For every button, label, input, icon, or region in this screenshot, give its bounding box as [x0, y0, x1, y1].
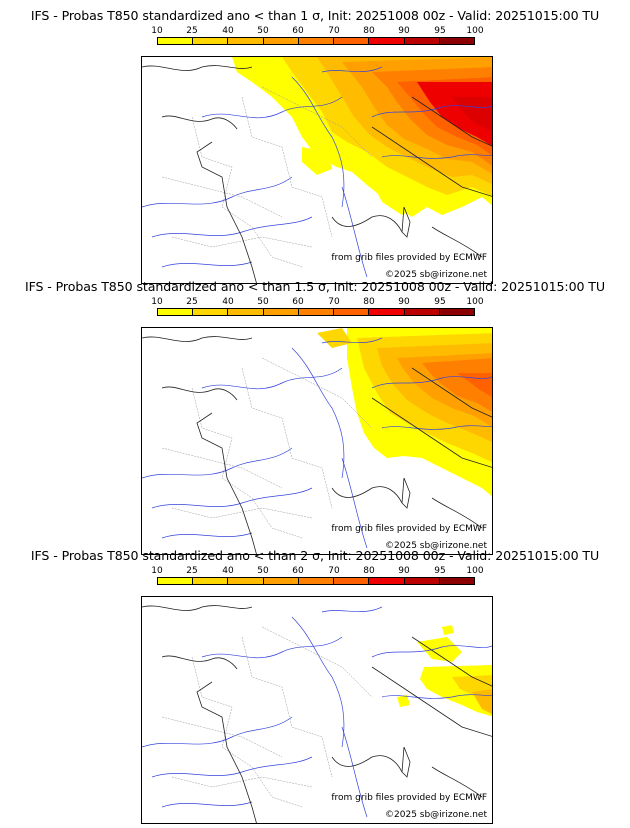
- colorbar-swatch: [193, 309, 229, 315]
- probability-map: from grib files provided by ECMWF ©2025 …: [141, 596, 493, 824]
- colorbar-swatch: [334, 38, 370, 44]
- regions-layer: [161, 357, 373, 539]
- colorbar-swatch: [263, 309, 299, 315]
- colorbar-label: 95: [434, 566, 446, 576]
- panel-title: IFS - Probas T850 standardized ano < tha…: [30, 548, 600, 563]
- data-source-credit: from grib files provided by ECMWF: [331, 524, 487, 534]
- colorbar-swatch: [298, 309, 335, 315]
- probability-fill-layer: [232, 57, 492, 217]
- regions-layer: [161, 86, 373, 268]
- colorbar-label: 60: [292, 297, 304, 307]
- map-graphic: [142, 605, 492, 823]
- colorbar-label: 10: [151, 26, 163, 36]
- colorbar-swatch: [369, 578, 405, 584]
- colorbar-label: 80: [363, 26, 375, 36]
- copyright-credit: ©2025 sb@irizone.net: [385, 270, 487, 280]
- colorbar-swatch: [193, 578, 229, 584]
- probability-fill-layer: [317, 328, 492, 497]
- colorbar-label: 90: [398, 297, 410, 307]
- colorbar-labels: 10 25 40 50 60 70 80 90 95 100: [151, 566, 483, 576]
- colorbar-label: 25: [186, 566, 198, 576]
- coastline-layer: [142, 336, 492, 554]
- colorbar-label: 90: [398, 566, 410, 576]
- colorbar-swatch: [334, 309, 370, 315]
- colorbar-label: 40: [222, 297, 234, 307]
- copyright-credit: ©2025 sb@irizone.net: [385, 541, 487, 551]
- colorbar-legend: 10 25 40 50 60 70 80 90 95 100: [151, 26, 484, 46]
- colorbar-swatch: [439, 309, 474, 315]
- colorbar-swatch: [228, 38, 264, 44]
- colorbar-swatch: [298, 38, 335, 44]
- colorbar-label: 40: [222, 26, 234, 36]
- colorbar-label: 60: [292, 566, 304, 576]
- colorbar-swatch: [158, 578, 194, 584]
- rivers-layer: [142, 606, 492, 818]
- colorbar-label: 95: [434, 26, 446, 36]
- colorbar-swatch: [404, 578, 440, 584]
- colorbar-label: 40: [222, 566, 234, 576]
- colorbar-labels: 10 25 40 50 60 70 80 90 95 100: [151, 297, 483, 307]
- colorbar-swatch: [298, 578, 335, 584]
- colorbar-label: 60: [292, 26, 304, 36]
- rivers-layer: [142, 337, 492, 549]
- colorbar-label: 50: [257, 26, 269, 36]
- colorbar-swatch: [334, 578, 370, 584]
- colorbar-label: 50: [257, 566, 269, 576]
- colorbar-swatch: [158, 309, 194, 315]
- colorbar-label: 80: [363, 566, 375, 576]
- colorbar-label: 70: [328, 297, 340, 307]
- colorbar-label: 70: [328, 566, 340, 576]
- colorbar-swatch: [404, 309, 440, 315]
- copyright-credit: ©2025 sb@irizone.net: [385, 810, 487, 820]
- probability-map: from grib files provided by ECMWF ©2025 …: [141, 56, 493, 284]
- colorbar-swatch: [439, 38, 474, 44]
- colorbar-swatch: [228, 578, 264, 584]
- colorbar-swatch: [193, 38, 229, 44]
- colorbar-swatch: [369, 309, 405, 315]
- colorbar-label: 25: [186, 297, 198, 307]
- colorbar-labels: 10 25 40 50 60 70 80 90 95 100: [151, 26, 483, 36]
- colorbar-label: 10: [151, 566, 163, 576]
- rivers-layer: [142, 66, 492, 278]
- colorbar-label: 100: [466, 297, 484, 307]
- data-source-credit: from grib files provided by ECMWF: [331, 253, 487, 263]
- colorbar-label: 50: [257, 297, 269, 307]
- panel-title: IFS - Probas T850 standardized ano < tha…: [30, 8, 600, 23]
- colorbar-label: 100: [466, 26, 484, 36]
- colorbar-label: 80: [363, 297, 375, 307]
- colorbar-swatch: [263, 578, 299, 584]
- probability-map-panel-2sigma: IFS - Probas T850 standardized ano < tha…: [0, 548, 630, 824]
- map-graphic: [142, 328, 492, 554]
- coastline-layer: [142, 65, 492, 283]
- coastline-layer: [142, 605, 492, 823]
- probability-map-panel-1sigma: IFS - Probas T850 standardized ano < tha…: [0, 8, 630, 284]
- probability-map-panel-1-5sigma: IFS - Probas T850 standardized ano < tha…: [0, 279, 630, 555]
- colorbar-swatch: [228, 309, 264, 315]
- colorbar-label: 10: [151, 297, 163, 307]
- colorbar-swatch: [263, 38, 299, 44]
- colorbar-label: 95: [434, 297, 446, 307]
- colorbar-swatch: [369, 38, 405, 44]
- probability-map: from grib files provided by ECMWF ©2025 …: [141, 327, 493, 555]
- colorbar-legend: 10 25 40 50 60 70 80 90 95 100: [151, 297, 484, 317]
- regions-layer: [161, 626, 373, 808]
- colorbar-swatch: [158, 38, 194, 44]
- probability-fill-layer: [397, 625, 492, 717]
- colorbar-swatch: [439, 578, 474, 584]
- colorbar-label: 90: [398, 26, 410, 36]
- colorbar-label: 100: [466, 566, 484, 576]
- colorbar-label: 25: [186, 26, 198, 36]
- colorbar-swatches: [157, 37, 475, 45]
- colorbar-swatches: [157, 308, 475, 316]
- colorbar-label: 70: [328, 26, 340, 36]
- colorbar-swatches: [157, 577, 475, 585]
- map-graphic: [142, 57, 492, 283]
- data-source-credit: from grib files provided by ECMWF: [331, 793, 487, 803]
- colorbar-legend: 10 25 40 50 60 70 80 90 95 100: [151, 566, 484, 586]
- panel-title: IFS - Probas T850 standardized ano < tha…: [24, 279, 606, 294]
- colorbar-swatch: [404, 38, 440, 44]
